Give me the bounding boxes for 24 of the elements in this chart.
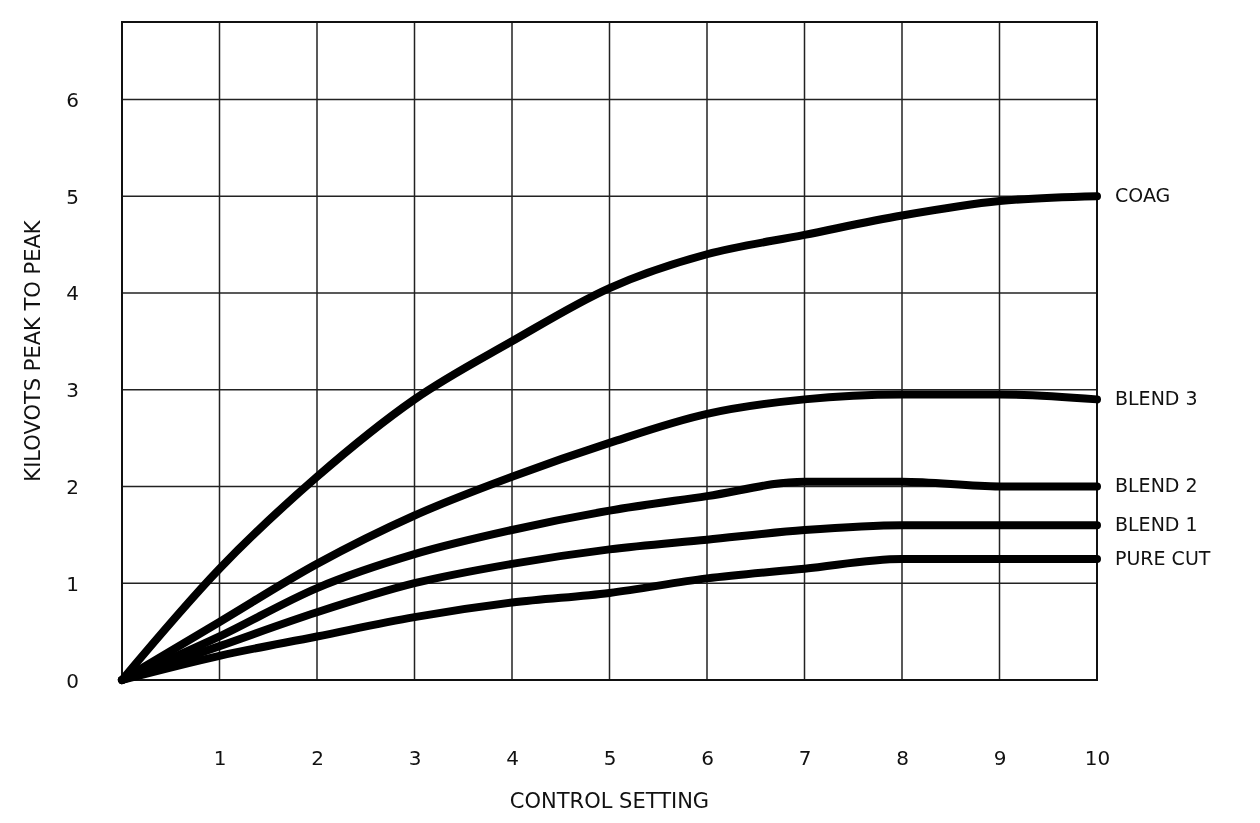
y-axis-title: KILOVOTS PEAK TO PEAK xyxy=(21,219,45,482)
x-tick-label: 1 xyxy=(213,746,227,771)
y-tick-label: 2 xyxy=(66,474,79,499)
x-tick-label: 8 xyxy=(896,746,909,771)
y-tick-label: 3 xyxy=(66,378,79,403)
series-label: BLEND 1 xyxy=(1115,513,1198,536)
x-tick-label: 9 xyxy=(993,746,1007,771)
x-tick-label: 6 xyxy=(701,746,714,771)
x-tick-label: 5 xyxy=(603,746,617,771)
y-tick-label: 0 xyxy=(66,668,79,693)
x-tick-label: 10 xyxy=(1084,746,1111,771)
x-tick-label: 4 xyxy=(506,746,519,771)
series-label: COAG xyxy=(1115,184,1171,207)
x-tick-label: 2 xyxy=(311,746,324,771)
x-axis-title: CONTROL SETTING xyxy=(509,789,710,813)
series-label: PURE CUT xyxy=(1115,547,1211,570)
x-tick-label: 3 xyxy=(408,746,422,771)
x-tick-label: 7 xyxy=(798,746,812,771)
series-label: BLEND 3 xyxy=(1115,387,1198,410)
y-tick-label: 4 xyxy=(66,281,79,306)
y-tick-label: 6 xyxy=(66,87,79,112)
series-label: BLEND 2 xyxy=(1115,474,1198,497)
y-tick-label: 1 xyxy=(66,571,79,596)
y-tick-label: 5 xyxy=(66,184,79,209)
